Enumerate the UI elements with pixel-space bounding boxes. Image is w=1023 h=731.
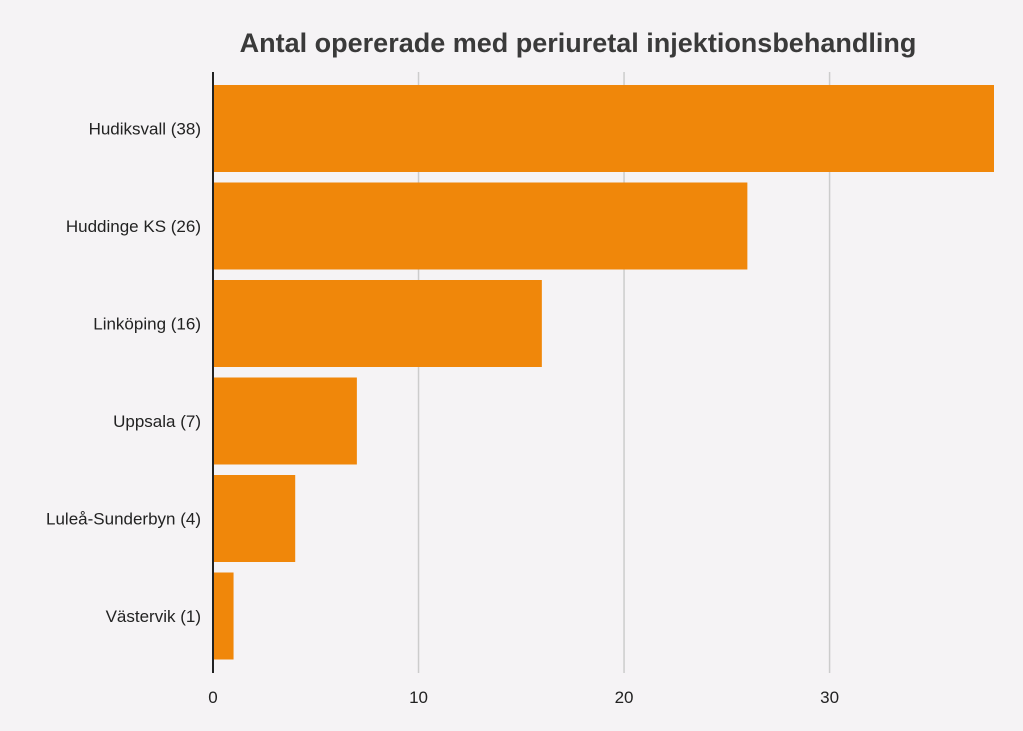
bar-0	[213, 85, 994, 172]
category-label-4: Luleå-Sunderbyn (4)	[46, 510, 201, 529]
category-label-5: Västervik (1)	[106, 607, 201, 626]
x-tick-label-30: 30	[820, 688, 839, 707]
bar-4	[213, 475, 296, 562]
category-labels: Hudiksvall (38) Huddinge KS (26) Linköping…	[46, 120, 201, 627]
chart-title: Antal opererade med periuretal injektion…	[240, 28, 917, 58]
category-label-3: Uppsala (7)	[113, 412, 201, 431]
x-tick-label-0: 0	[208, 688, 217, 707]
bar-1	[213, 182, 748, 270]
x-tick-label-10: 10	[409, 688, 428, 707]
category-label-1: Huddinge KS (26)	[66, 217, 201, 236]
category-label-0: Hudiksvall (38)	[89, 120, 201, 139]
bar-3	[213, 377, 357, 465]
bars	[213, 85, 994, 660]
x-tick-labels: 0 10 20 30	[208, 688, 839, 707]
x-tick-label-20: 20	[615, 688, 634, 707]
category-label-2: Linköping (16)	[93, 315, 201, 334]
gridlines	[417, 72, 831, 673]
bar-5	[213, 572, 234, 660]
bar-2	[213, 280, 542, 367]
